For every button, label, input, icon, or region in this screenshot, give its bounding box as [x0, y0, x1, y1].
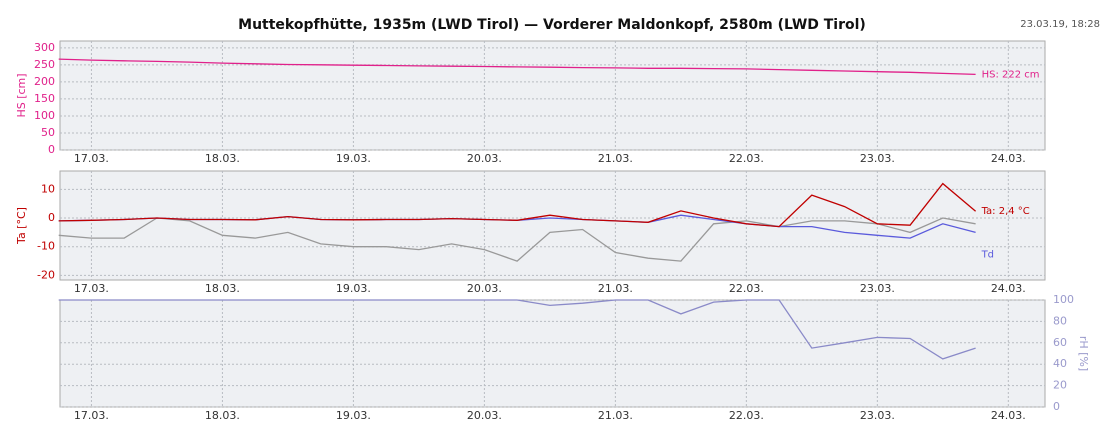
- x-tick-label: 24.03.: [991, 409, 1026, 422]
- y-tick-label: 10: [41, 182, 55, 195]
- x-tick-label: 23.03.: [860, 282, 895, 295]
- x-tick-label: 20.03.: [467, 152, 502, 165]
- x-tick-label: 22.03.: [729, 152, 764, 165]
- timestamp: 23.03.19, 18:28: [1020, 19, 1100, 30]
- x-tick-label: 21.03.: [598, 409, 633, 422]
- y-tick-label: -20: [37, 268, 55, 281]
- y-tick-label: 200: [34, 75, 55, 88]
- series-label: Ta: 2,4 °C: [981, 206, 1030, 217]
- series-label: HS: 222 cm: [982, 69, 1040, 80]
- y-tick-label: 60: [1053, 336, 1067, 349]
- y-tick-label: 300: [34, 41, 55, 54]
- y-tick-label: 50: [41, 126, 55, 139]
- y-tick-label: 0: [1053, 400, 1060, 413]
- chart-title: Muttekopfhütte, 1935m (LWD Tirol) — Vord…: [238, 17, 866, 33]
- x-tick-label: 22.03.: [729, 409, 764, 422]
- y-tick-label: 20: [1053, 379, 1067, 392]
- x-tick-label: 19.03.: [336, 152, 371, 165]
- data-line: [58, 299, 976, 360]
- data-line: [58, 58, 976, 76]
- x-tick-label: 19.03.: [336, 282, 371, 295]
- x-tick-label: 23.03.: [860, 409, 895, 422]
- data-line: [58, 182, 977, 228]
- x-tick-label: 23.03.: [860, 152, 895, 165]
- x-tick-label: 21.03.: [598, 152, 633, 165]
- x-tick-label: 19.03.: [336, 409, 371, 422]
- y-tick-label: 0: [48, 211, 55, 224]
- y-tick-label: -10: [37, 240, 55, 253]
- plot-area: [59, 299, 1046, 408]
- y-axis-label: HS [cm]: [15, 73, 28, 117]
- x-tick-label: 17.03.: [74, 409, 109, 422]
- plot-area: [59, 170, 1046, 281]
- x-tick-label: 18.03.: [205, 409, 240, 422]
- y-tick-label: 100: [1053, 293, 1074, 306]
- y-tick-label: 0: [48, 143, 55, 156]
- data-line: [58, 217, 976, 262]
- x-tick-label: 20.03.: [467, 409, 502, 422]
- x-tick-label: 22.03.: [729, 282, 764, 295]
- x-tick-label: 24.03.: [991, 282, 1026, 295]
- x-tick-label: 20.03.: [467, 282, 502, 295]
- y-tick-label: 150: [34, 92, 55, 105]
- x-tick-label: 24.03.: [991, 152, 1026, 165]
- x-tick-label: 18.03.: [205, 282, 240, 295]
- x-tick-label: 17.03.: [74, 282, 109, 295]
- y-axis-label: Ta [°C]: [15, 207, 28, 245]
- y-axis-label: rH [%]: [1077, 336, 1090, 371]
- x-tick-label: 18.03.: [205, 152, 240, 165]
- y-tick-label: 80: [1053, 314, 1067, 327]
- series-label: Td: [981, 249, 994, 260]
- y-tick-label: 250: [34, 58, 55, 71]
- y-tick-label: 100: [34, 109, 55, 122]
- plot-area: [59, 40, 1046, 151]
- x-tick-label: 17.03.: [74, 152, 109, 165]
- y-tick-label: 40: [1053, 357, 1067, 370]
- x-tick-label: 21.03.: [598, 282, 633, 295]
